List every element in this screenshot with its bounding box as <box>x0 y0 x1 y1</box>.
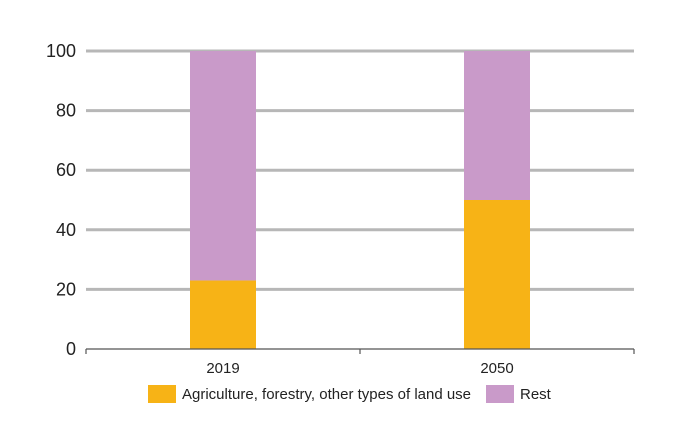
legend-item-rest: Rest <box>486 385 551 403</box>
x-category-label-2019: 2019 <box>206 360 239 377</box>
legend-swatch-agriculture <box>148 385 176 403</box>
y-tick-label-40: 40 <box>56 220 76 240</box>
x-axis: 2019 2050 <box>85 348 635 377</box>
bar-2019-agriculture <box>190 280 256 349</box>
y-tick-label-60: 60 <box>56 160 76 180</box>
gridlines <box>86 49 634 291</box>
y-axis-ticks: 0 20 40 60 80 100 <box>46 41 76 359</box>
bar-2050-agriculture <box>464 200 530 349</box>
legend-swatch-rest <box>486 385 514 403</box>
legend: Agriculture, forestry, other types of la… <box>0 385 700 409</box>
x-category-label-2050: 2050 <box>480 360 513 377</box>
bar-2019-rest <box>190 51 256 281</box>
bar-2050-rest <box>464 51 530 200</box>
bars <box>190 51 530 349</box>
legend-label-agriculture: Agriculture, forestry, other types of la… <box>182 385 472 403</box>
legend-item-agriculture: Agriculture, forestry, other types of la… <box>148 385 471 403</box>
y-tick-label-0: 0 <box>66 339 76 359</box>
y-tick-label-100: 100 <box>46 41 76 61</box>
legend-label-rest: Rest <box>520 385 551 403</box>
y-tick-label-80: 80 <box>56 101 76 121</box>
y-tick-label-20: 20 <box>56 279 76 299</box>
